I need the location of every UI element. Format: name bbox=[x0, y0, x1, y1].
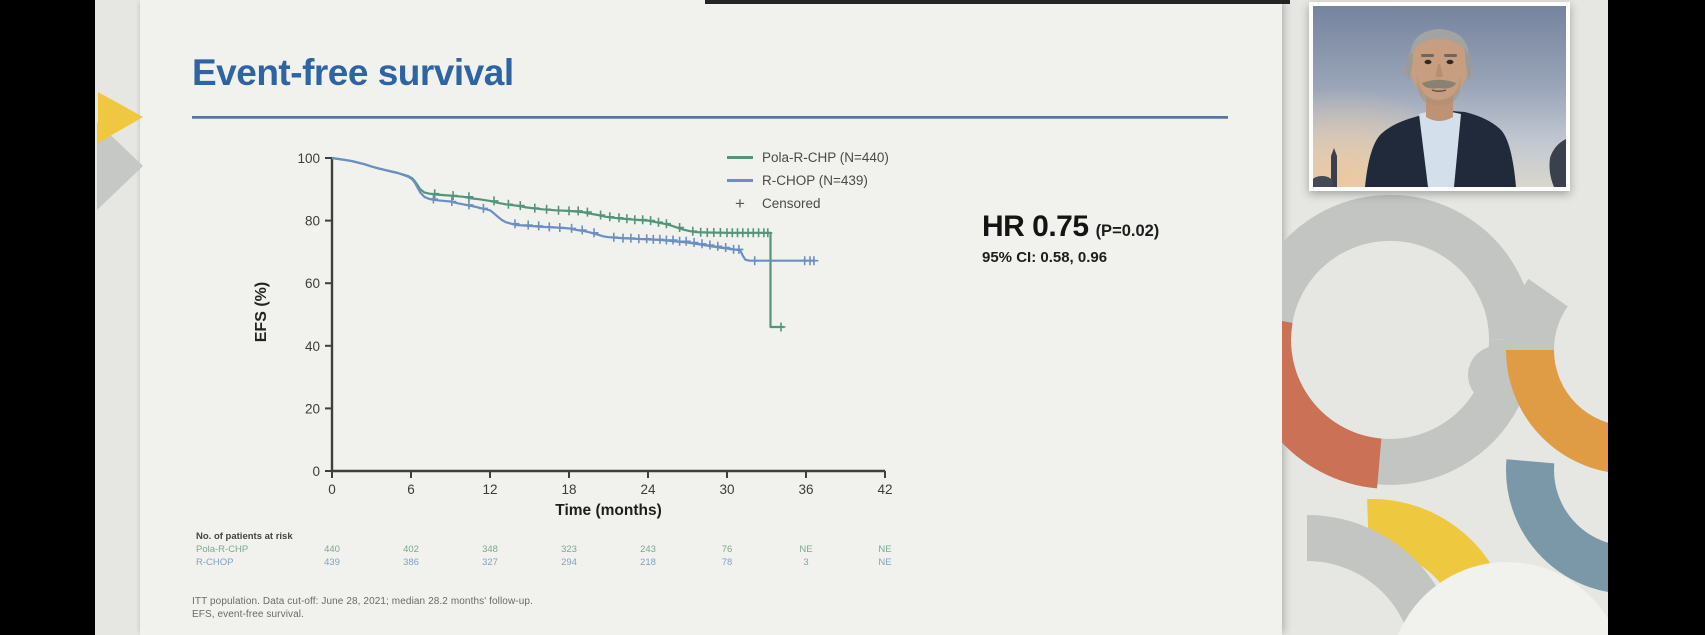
p-value: (P=0.02) bbox=[1095, 222, 1160, 240]
confidence-interval: 95% CI: 0.58, 0.96 bbox=[982, 249, 1108, 266]
at-risk-value: 323 bbox=[561, 544, 577, 555]
legend-label: R-CHOP (N=439) bbox=[762, 173, 868, 188]
legend-item-censored: + Censored bbox=[727, 192, 889, 215]
at-risk-row-label: R-CHOP bbox=[196, 556, 234, 568]
at-risk-value: NE bbox=[878, 556, 892, 568]
r-chop-line-swatch bbox=[727, 178, 753, 183]
at-risk-value: 440 bbox=[324, 544, 340, 555]
at-risk-value: 218 bbox=[640, 556, 656, 568]
at-risk-value: NE bbox=[799, 544, 813, 555]
footnote-line-1: ITT population. Data cut-off: June 28, 2… bbox=[192, 596, 533, 607]
pola-r-chp-line-swatch bbox=[727, 155, 753, 160]
at-risk-value: 78 bbox=[721, 556, 733, 568]
y-axis-label: EFS (%) bbox=[253, 281, 270, 343]
presenter-video[interactable] bbox=[1309, 2, 1570, 191]
legend-label: Pola-R-CHP (N=440) bbox=[762, 150, 889, 165]
presenter-figure bbox=[1365, 29, 1516, 187]
chart-legend: Pola-R-CHP (N=440) R-CHOP (N=439) + Cens… bbox=[727, 146, 889, 215]
at-risk-value: 439 bbox=[324, 556, 340, 568]
at-risk-row-label: Pola-R-CHP bbox=[196, 544, 249, 555]
tower-silhouette bbox=[1331, 148, 1337, 187]
censored-plus-icon: + bbox=[735, 193, 745, 213]
legend-item-pola-r-chp: Pola-R-CHP (N=440) bbox=[727, 146, 889, 169]
presentation-slide bbox=[140, 0, 1282, 635]
presenter-portrait bbox=[1313, 6, 1566, 187]
left-letterbox-bar bbox=[0, 0, 95, 635]
legend-label: Censored bbox=[762, 196, 821, 211]
title-underline bbox=[192, 116, 1228, 119]
at-risk-value: 3 bbox=[803, 556, 809, 568]
at-risk-value: 386 bbox=[403, 556, 419, 568]
page-title: Event-free survival bbox=[192, 52, 514, 93]
hazard-ratio-annotation: HR 0.75 (P=0.02) 95% CI: 0.58, 0.96 bbox=[982, 210, 1159, 266]
at-risk-value: 294 bbox=[561, 556, 577, 568]
at-risk-value: 243 bbox=[640, 544, 656, 555]
at-risk-value: 76 bbox=[721, 544, 733, 555]
footnote-line-2: EFS, event-free survival. bbox=[192, 609, 304, 620]
legend-item-r-chop: R-CHOP (N=439) bbox=[727, 169, 889, 192]
tree-silhouette bbox=[1549, 139, 1566, 187]
video-matte-bar bbox=[705, 0, 1290, 4]
at-risk-value: 348 bbox=[482, 544, 498, 555]
at-risk-value: NE bbox=[878, 544, 892, 555]
at-risk-value: 402 bbox=[403, 544, 419, 555]
hr-value: HR 0.75 bbox=[982, 210, 1089, 243]
bush-silhouette bbox=[1313, 176, 1333, 187]
at-risk-value: 327 bbox=[482, 556, 498, 568]
right-letterbox-bar bbox=[1608, 0, 1705, 635]
at-risk-header: No. of patients at risk bbox=[196, 531, 293, 542]
